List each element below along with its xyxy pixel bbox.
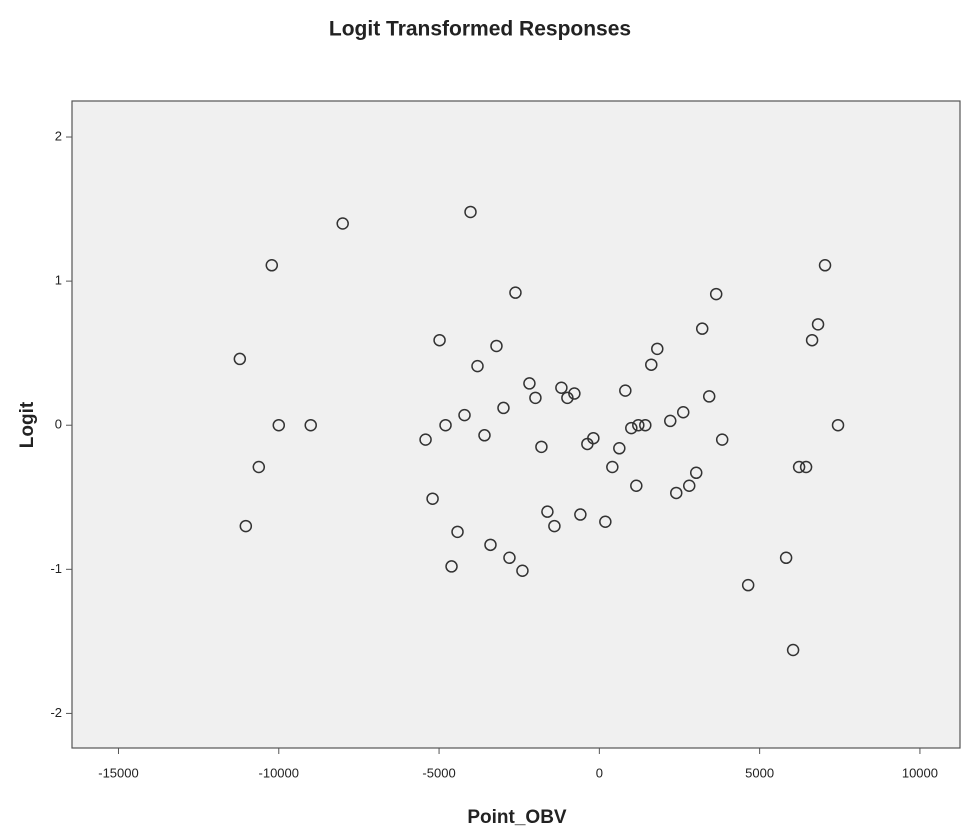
point	[632, 418, 645, 432]
point	[529, 391, 542, 405]
point	[799, 460, 813, 474]
y-tick-label: -1	[50, 561, 62, 576]
point	[630, 479, 643, 492]
point	[625, 421, 638, 435]
point	[233, 352, 247, 366]
point	[419, 433, 432, 446]
point	[805, 333, 819, 347]
point	[555, 381, 568, 395]
point	[304, 418, 317, 432]
chart-title: Logit Transformed Responses	[329, 18, 631, 41]
point	[568, 387, 581, 400]
point	[639, 418, 652, 432]
point	[451, 525, 464, 539]
point	[471, 359, 484, 373]
point	[811, 318, 825, 331]
point	[535, 440, 548, 454]
point	[818, 259, 832, 272]
point	[548, 519, 561, 533]
point	[445, 560, 458, 573]
point	[682, 479, 696, 492]
point	[239, 519, 253, 533]
point	[464, 205, 477, 219]
point	[503, 551, 516, 565]
point	[272, 418, 286, 432]
point	[587, 431, 600, 445]
point	[252, 460, 266, 474]
y-axis-title: Logit	[17, 401, 38, 448]
point	[606, 460, 619, 474]
plot-area	[71, 100, 961, 749]
point	[458, 408, 471, 422]
point	[676, 406, 690, 419]
point	[561, 391, 574, 405]
point	[541, 505, 554, 518]
point	[613, 442, 626, 455]
point	[619, 384, 632, 397]
point	[523, 377, 536, 390]
point	[709, 287, 723, 301]
point	[439, 418, 452, 432]
point	[695, 322, 709, 335]
point	[702, 390, 716, 403]
point	[779, 551, 793, 565]
point	[574, 508, 587, 521]
y-tick-label: 2	[55, 128, 62, 143]
point	[484, 538, 497, 552]
point	[433, 333, 446, 347]
point	[645, 358, 658, 371]
x-tick-label: -15000	[98, 765, 138, 780]
point	[792, 460, 806, 474]
x-tick-label: 0	[596, 765, 603, 780]
point	[497, 401, 510, 415]
point	[509, 286, 522, 299]
point	[490, 339, 503, 353]
y-tick-label: -2	[50, 705, 62, 720]
x-tick-label: -5000	[422, 765, 455, 780]
point	[670, 486, 683, 500]
point	[786, 643, 800, 657]
y-tick-label: 1	[55, 273, 62, 288]
point	[741, 578, 755, 592]
point	[664, 414, 677, 428]
point	[478, 429, 491, 442]
point	[689, 466, 703, 480]
point	[426, 492, 439, 505]
point	[599, 515, 612, 529]
point	[336, 217, 349, 230]
point	[265, 259, 279, 272]
x-tick-label: 10000	[902, 765, 938, 780]
x-tick-label: 5000	[745, 765, 774, 780]
x-tick-label: -10000	[259, 765, 299, 780]
point	[831, 418, 845, 432]
y-tick-label: 0	[55, 417, 62, 432]
point	[715, 433, 729, 446]
x-axis-title: Point_OBV	[467, 807, 567, 828]
point	[651, 342, 664, 356]
point	[516, 564, 529, 578]
